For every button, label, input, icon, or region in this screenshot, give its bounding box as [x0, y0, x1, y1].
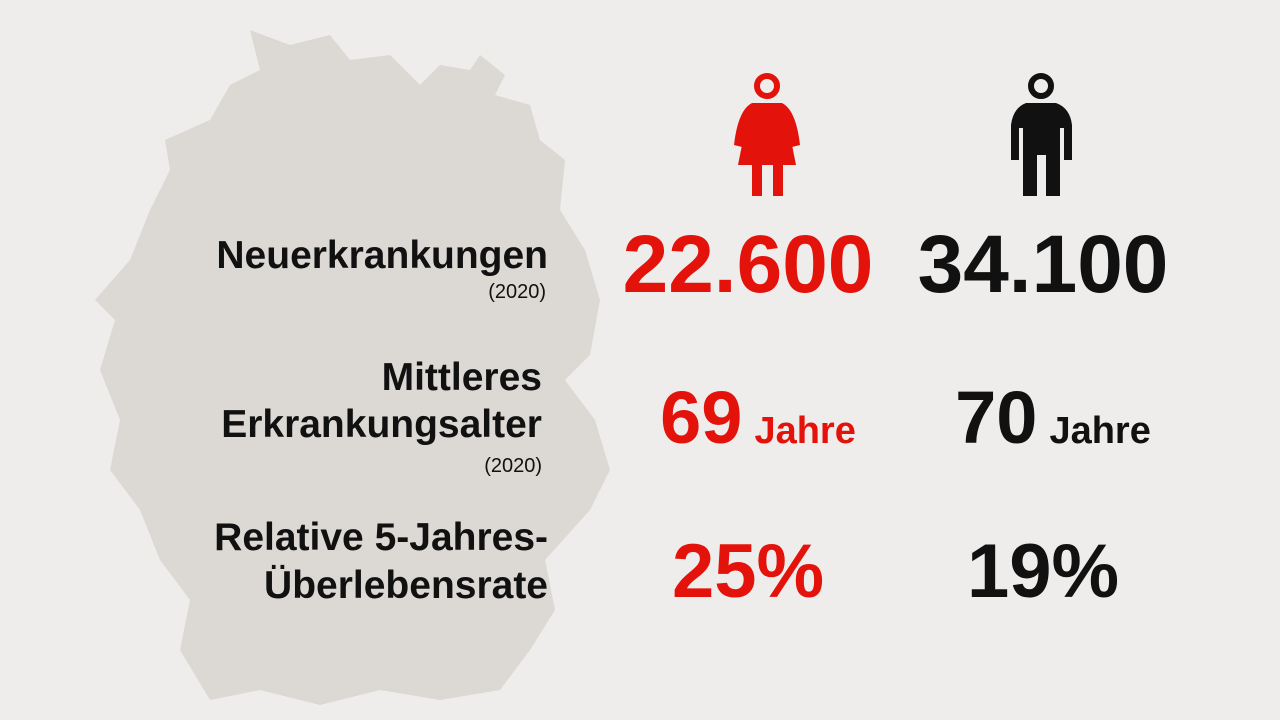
female-value: 69 — [660, 376, 742, 459]
male-value-group: 70 Jahre — [955, 376, 1151, 459]
row-label: Überlebensrate — [264, 564, 548, 607]
male-value: 34.100 — [918, 219, 1169, 310]
female-unit: Jahre — [754, 410, 855, 452]
female-value-group: 69 Jahre — [660, 376, 856, 459]
male-value: 70 — [955, 376, 1037, 459]
female-value: 25% — [672, 529, 824, 614]
female-icon — [734, 73, 800, 196]
female-value: 22.600 — [623, 219, 874, 310]
row-label: Relative 5-Jahres- — [214, 516, 548, 559]
row-note: (2020) — [484, 455, 542, 477]
male-unit: Jahre — [1049, 410, 1150, 452]
male-icon — [1011, 73, 1072, 196]
row-note: (2020) — [488, 281, 546, 303]
row-label: Erkrankungsalter — [221, 403, 542, 446]
male-value: 19% — [967, 529, 1119, 614]
row-label: Neuerkrankungen — [216, 234, 548, 277]
row-label: Mittleres — [382, 356, 542, 399]
germany-map — [95, 30, 610, 705]
